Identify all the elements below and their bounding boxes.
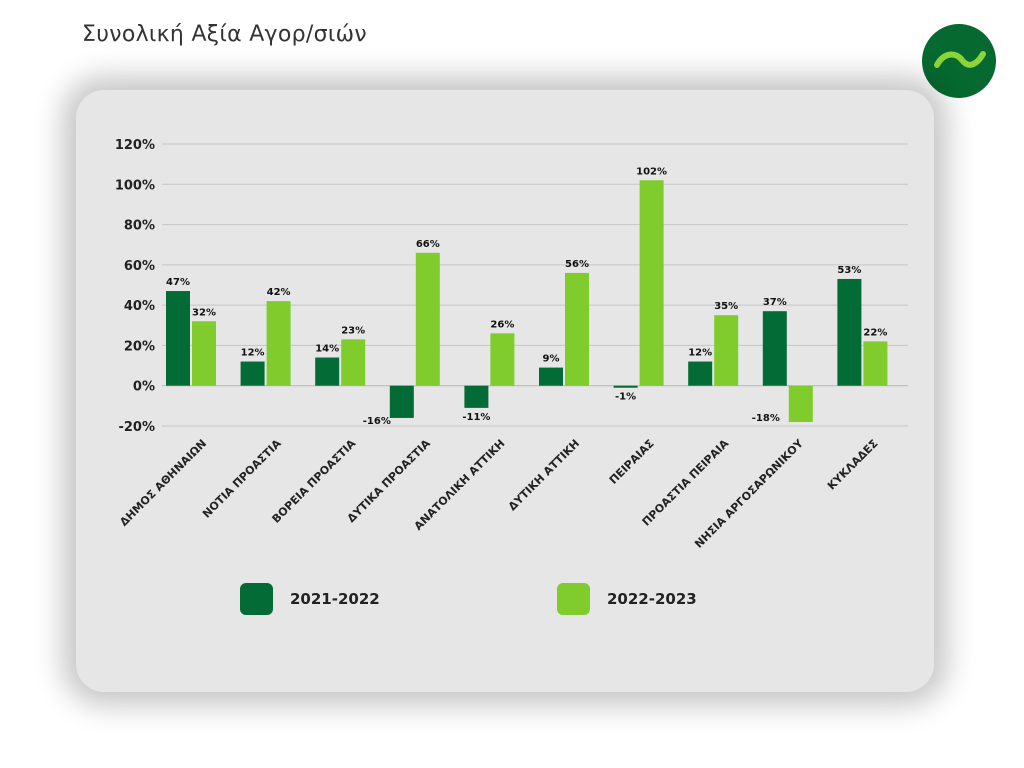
y-tick-label: 60% (124, 259, 155, 274)
data-label: -1% (615, 392, 636, 403)
legend-label-series-2: 2022-2023 (607, 590, 697, 608)
data-label: 102% (636, 166, 667, 177)
bar (266, 301, 291, 386)
data-label: 32% (192, 307, 216, 318)
bar (415, 252, 440, 386)
page-title: Συνολική Αξία Αγορ/σιών (82, 22, 367, 47)
legend-swatch-series-1 (240, 583, 273, 615)
bar (166, 291, 190, 386)
bar (490, 333, 515, 386)
data-label: 35% (714, 301, 738, 312)
data-label: -11% (462, 412, 490, 423)
x-category-label: ΔΗΜΟΣ ΑΘΗΝΑΙΩΝ (117, 437, 209, 529)
bar (714, 315, 739, 386)
y-tick-label: 0% (133, 380, 155, 395)
bar (863, 341, 888, 386)
data-label: 12% (688, 348, 712, 359)
bar (240, 361, 265, 386)
bar (613, 385, 638, 388)
y-tick-label: 20% (124, 339, 155, 354)
bar (762, 311, 787, 386)
bar (837, 278, 862, 386)
data-label: 66% (416, 239, 440, 250)
data-label: -16% (363, 416, 391, 427)
data-label: 22% (863, 327, 887, 338)
bar (192, 321, 216, 386)
y-tick-label: -20% (118, 420, 155, 435)
bar (688, 361, 713, 386)
legend-swatch-series-2 (557, 583, 590, 615)
data-label: 14% (315, 344, 339, 355)
bar (315, 357, 340, 386)
x-category-label: ΝΟΤΙΑ ΠΡΟΑΣΤΙΑ (200, 437, 284, 521)
data-label: 53% (837, 265, 861, 276)
data-label: 12% (241, 348, 265, 359)
y-tick-label: 100% (115, 178, 155, 193)
x-category-label: ΠΕΙΡΑΙΑΣ (607, 437, 657, 487)
legend-label-series-1: 2021-2022 (290, 590, 380, 608)
bar (788, 385, 813, 422)
data-label: 47% (166, 277, 190, 288)
bar (389, 385, 414, 418)
data-label: 42% (267, 287, 291, 298)
bar (639, 180, 664, 386)
y-tick-label: 80% (124, 219, 155, 234)
x-category-label: ΔΥΤΙΚΗ ΑΤΤΙΚΗ (506, 437, 582, 513)
data-label: 9% (543, 354, 560, 365)
data-label: 26% (490, 319, 514, 330)
legend-item-series-2: 2022-2023 (557, 583, 697, 615)
bar (341, 339, 366, 386)
x-category-label: ΒΟΡΕΙΑ ΠΡΟΑΣΤΙΑ (270, 437, 359, 526)
wave-logo-icon (922, 24, 996, 98)
data-label: 56% (565, 259, 589, 270)
y-tick-label: 40% (124, 299, 155, 314)
x-category-label: ΔΥΤΙΚΑ ΠΡΟΑΣΤΙΑ (345, 437, 434, 526)
bar (565, 272, 589, 386)
legend-item-series-1: 2021-2022 (240, 583, 380, 615)
bar (464, 385, 489, 408)
data-label: 23% (341, 325, 365, 336)
y-tick-label: 120% (115, 138, 155, 153)
bar (539, 367, 563, 386)
x-category-label: ΚΥΚΛΑΔΕΣ (825, 437, 881, 493)
data-label: 37% (763, 297, 787, 308)
data-label: -18% (752, 413, 780, 424)
